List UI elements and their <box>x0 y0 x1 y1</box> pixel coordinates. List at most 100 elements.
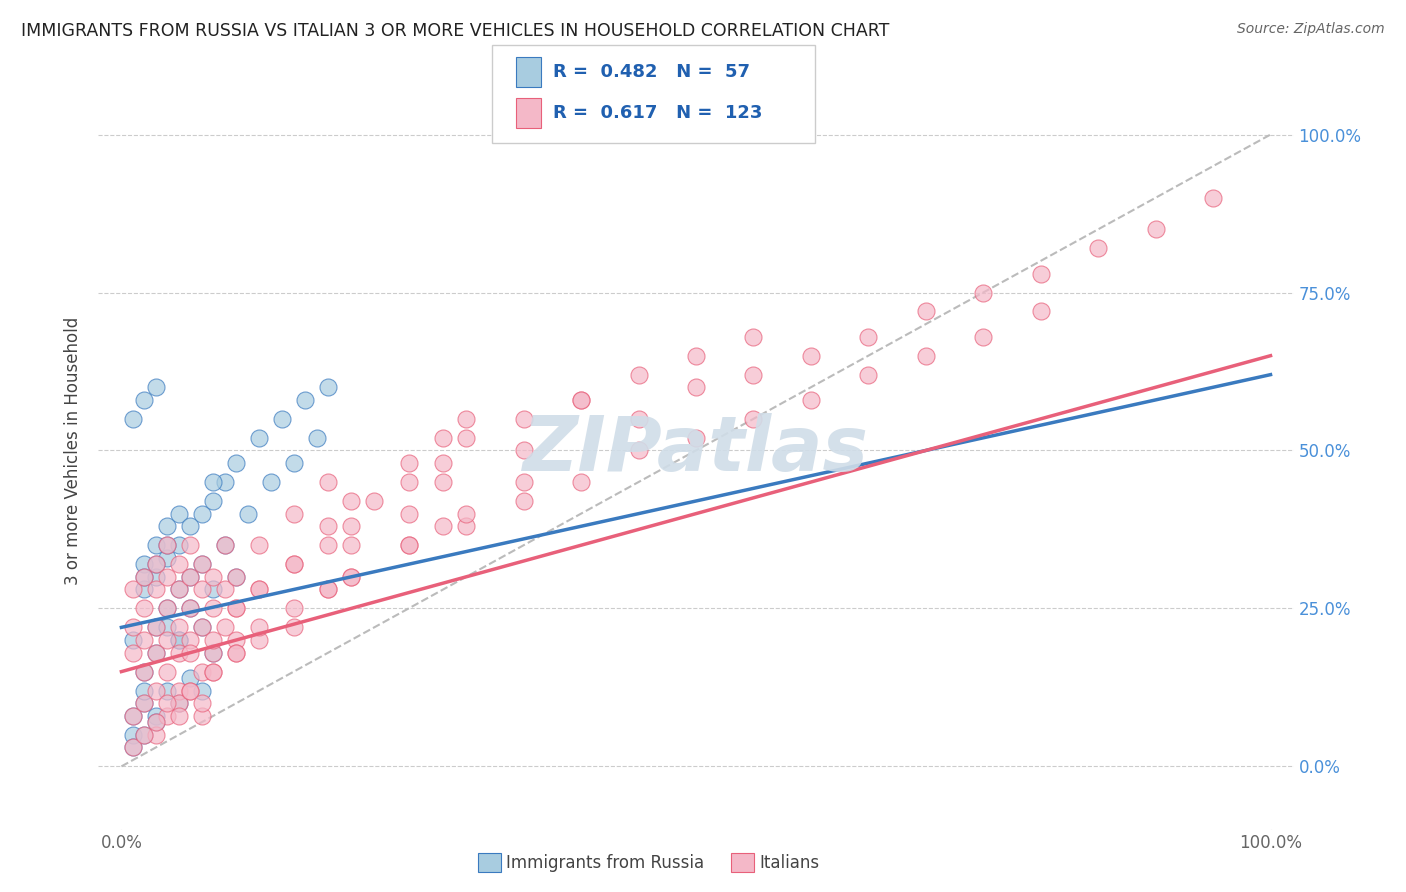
Point <box>179 538 201 552</box>
Text: R =  0.482   N =  57: R = 0.482 N = 57 <box>553 62 749 81</box>
Point <box>225 456 247 470</box>
Point <box>122 646 145 660</box>
Point <box>134 633 156 648</box>
Point <box>800 392 823 407</box>
Point <box>202 570 225 584</box>
Point <box>145 708 167 723</box>
Point <box>156 550 179 565</box>
Point <box>167 683 190 698</box>
Point <box>167 582 190 597</box>
Point <box>569 392 592 407</box>
Point <box>225 601 247 615</box>
Point <box>156 538 179 552</box>
Point <box>340 538 363 552</box>
Point <box>742 412 765 426</box>
Point <box>122 582 145 597</box>
Point <box>122 412 145 426</box>
Point <box>145 582 167 597</box>
Point <box>294 392 316 407</box>
Point <box>627 412 650 426</box>
Point <box>202 646 225 660</box>
Point <box>156 620 179 634</box>
Point <box>742 330 765 344</box>
Point <box>247 538 270 552</box>
Point <box>191 620 214 634</box>
Point <box>145 538 167 552</box>
Point <box>156 708 179 723</box>
Point <box>191 557 214 572</box>
Y-axis label: 3 or more Vehicles in Household: 3 or more Vehicles in Household <box>65 317 83 584</box>
Point <box>145 683 167 698</box>
Point <box>122 633 145 648</box>
Point <box>145 715 167 730</box>
Point <box>134 728 156 742</box>
Point <box>569 392 592 407</box>
Point <box>202 601 225 615</box>
Point <box>202 665 225 679</box>
Point <box>191 582 214 597</box>
Point <box>134 728 156 742</box>
Point <box>191 557 214 572</box>
Point <box>247 582 270 597</box>
Point <box>456 431 478 445</box>
Point <box>145 557 167 572</box>
Point <box>167 582 190 597</box>
Point <box>134 570 156 584</box>
Point <box>742 368 765 382</box>
Point <box>1144 222 1167 236</box>
Point <box>134 570 156 584</box>
Point <box>685 380 707 394</box>
Point <box>316 538 339 552</box>
Point <box>167 620 190 634</box>
Point <box>627 443 650 458</box>
Point <box>145 620 167 634</box>
Point <box>122 740 145 755</box>
Point <box>191 708 214 723</box>
Point <box>156 601 179 615</box>
Point <box>202 665 225 679</box>
Point <box>512 443 534 458</box>
Point <box>122 740 145 755</box>
Point <box>569 475 592 489</box>
Point <box>167 633 190 648</box>
Point <box>225 646 247 660</box>
Point <box>191 696 214 710</box>
Point <box>179 570 201 584</box>
Point <box>214 538 236 552</box>
Point <box>456 519 478 533</box>
Point <box>858 368 880 382</box>
Point <box>225 646 247 660</box>
Point <box>432 431 454 445</box>
Point <box>179 601 201 615</box>
Point <box>156 570 179 584</box>
Point <box>283 620 305 634</box>
Point <box>316 519 339 533</box>
Point <box>134 683 156 698</box>
Point <box>202 582 225 597</box>
Point <box>456 507 478 521</box>
Point <box>134 557 156 572</box>
Point <box>1029 304 1052 318</box>
Point <box>283 557 305 572</box>
Point <box>398 538 420 552</box>
Point <box>398 456 420 470</box>
Point <box>191 620 214 634</box>
Point <box>191 665 214 679</box>
Point <box>167 557 190 572</box>
Point <box>972 285 994 300</box>
Point <box>247 633 270 648</box>
Point <box>134 696 156 710</box>
Point <box>156 538 179 552</box>
Point <box>236 507 259 521</box>
Point <box>167 646 190 660</box>
Point <box>685 349 707 363</box>
Point <box>202 475 225 489</box>
Point <box>340 519 363 533</box>
Point <box>167 696 190 710</box>
Point <box>167 507 190 521</box>
Point <box>214 582 236 597</box>
Point <box>283 507 305 521</box>
Point <box>260 475 283 489</box>
Point <box>145 646 167 660</box>
Point <box>283 557 305 572</box>
